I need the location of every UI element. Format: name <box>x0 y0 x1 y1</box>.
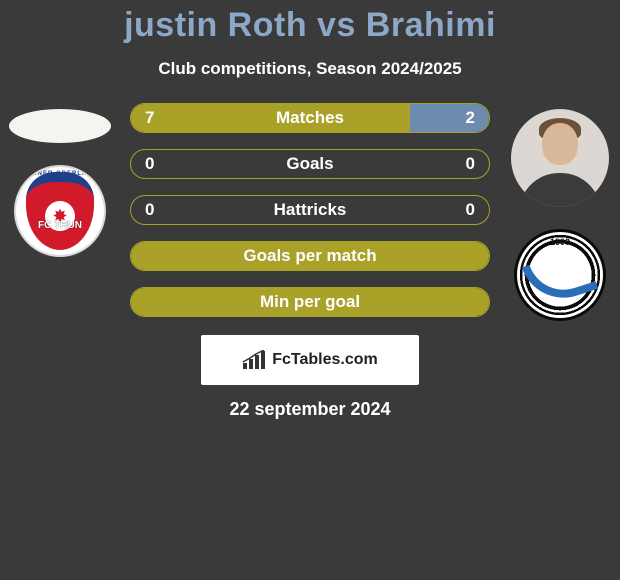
page-title: justin Roth vs Brahimi <box>0 6 620 45</box>
badge-thun-shield: ✸ <box>26 172 94 250</box>
badge-wil-swoosh-icon <box>522 247 598 309</box>
avatar-torso-shape <box>519 173 601 207</box>
stat-label: Matches <box>131 108 489 128</box>
stat-label: Goals per match <box>131 246 489 266</box>
left-player-avatar-placeholder <box>9 109 111 143</box>
stats-column: 72Matches 00Goals 00Hattricks Goals per mat… <box>120 103 500 321</box>
stat-label: Hattricks <box>131 200 489 220</box>
badge-wil-year-text: 1900 <box>550 237 570 247</box>
date-text: 22 september 2024 <box>0 399 620 420</box>
left-club-badge: BERNER OBERLAND ✸ FC THUN <box>14 165 106 257</box>
stat-row: 72Matches <box>130 103 490 133</box>
bar-chart-icon <box>242 350 266 370</box>
page-subtitle: Club competitions, Season 2024/2025 <box>0 59 620 79</box>
right-club-badge: 1900 <box>514 229 606 321</box>
stat-row: Goals per match <box>130 241 490 271</box>
left-player-column: BERNER OBERLAND ✸ FC THUN <box>0 103 120 321</box>
right-player-avatar <box>511 109 609 207</box>
watermark: FcTables.com <box>201 335 419 385</box>
badge-thun-label: FC THUN <box>38 220 82 231</box>
comparison-infographic: justin Roth vs Brahimi Club competitions… <box>0 0 620 420</box>
right-player-column: 1900 <box>500 103 620 321</box>
main-row: BERNER OBERLAND ✸ FC THUN 72Matches 00Goa… <box>0 103 620 321</box>
watermark-text: FcTables.com <box>272 351 378 369</box>
avatar-head-shape <box>542 123 578 165</box>
stat-row: 00Hattricks <box>130 195 490 225</box>
stat-label: Goals <box>131 154 489 174</box>
stat-row: Min per goal <box>130 287 490 317</box>
stat-label: Min per goal <box>131 292 489 312</box>
stat-row: 00Goals <box>130 149 490 179</box>
